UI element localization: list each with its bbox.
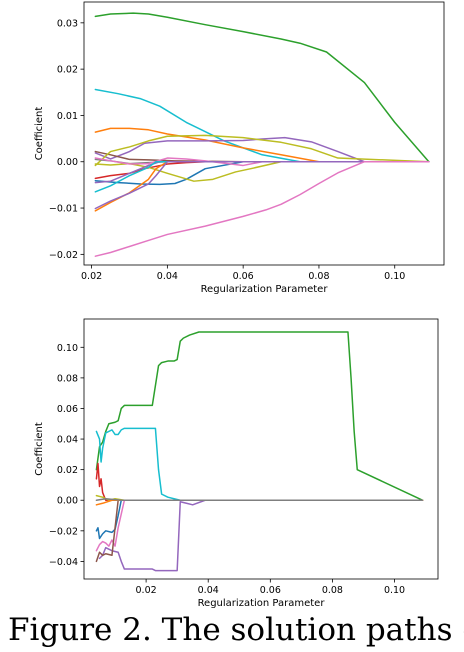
top-chart-plot-frame <box>83 1 445 266</box>
top-chart-series-line-1 <box>94 12 430 163</box>
top-chart-x-tick-label: 0.04 <box>157 271 178 282</box>
top-chart-x-axis-label: Regularization Parameter <box>201 284 329 295</box>
figure-caption-text: Figure 2. The solution paths of β <box>8 612 464 648</box>
top-chart-series-line-4 <box>94 136 430 163</box>
bottom-chart-series-line-4 <box>95 499 424 552</box>
top-chart-y-tick-label: −0.02 <box>49 250 78 261</box>
bottom-chart-y-tick-label: 0.00 <box>57 496 78 507</box>
bottom-chart-series-line-1 <box>95 331 424 501</box>
bottom-chart-y-tick-label: −0.02 <box>49 526 78 537</box>
bottom-chart-series-line-3 <box>98 499 424 572</box>
top-chart-series-line-11 <box>94 160 430 184</box>
top-chart-series-line-6 <box>94 134 430 167</box>
chart-bottom: 0.02 0.04 0.06 0.08 0.10 −0.04 −0.02 0.00 0.02 0.… <box>34 318 439 609</box>
bottom-chart-x-tick-label: 0.08 <box>322 585 343 596</box>
top-chart-x-tick-label: 0.02 <box>81 271 102 282</box>
bottom-chart-plot-frame <box>83 318 439 580</box>
bottom-chart-x-tick-label: 0.10 <box>384 585 405 596</box>
top-chart-y-tick-label: 0.00 <box>57 157 78 168</box>
top-chart-series-line-15 <box>94 160 430 210</box>
bottom-chart-y-tick-label: −0.04 <box>49 557 78 568</box>
bottom-chart-series-line-7 <box>95 462 424 501</box>
top-chart-series-line-12 <box>94 157 430 167</box>
top-chart-y-tick-label: 0.02 <box>57 65 78 76</box>
bottom-chart-y-tick-label: 0.02 <box>57 465 78 476</box>
chart-top: 0.02 0.04 0.06 0.08 0.10 −0.02 −0.01 0.00 0.01 0.… <box>34 1 445 295</box>
top-chart-x-tick-label: 0.06 <box>233 271 254 282</box>
bottom-chart-x-axis-label: Regularization Parameter <box>198 598 326 609</box>
bottom-chart-series-line-10 <box>95 497 424 501</box>
top-chart-y-tick-label: −0.01 <box>49 204 78 215</box>
top-chart-y-tick-label: 0.03 <box>57 18 78 29</box>
top-chart-y-tick-label: 0.01 <box>57 111 78 122</box>
bottom-chart-y-tick-label: 0.04 <box>57 435 78 446</box>
bottom-chart-x-tick-label: 0.06 <box>260 585 281 596</box>
top-chart-y-axis-label: Coefficient <box>34 107 45 161</box>
bottom-chart-x-tick-label: 0.02 <box>136 585 157 596</box>
top-chart-x-tick-label: 0.08 <box>308 271 329 282</box>
bottom-chart-y-tick-label: 0.10 <box>57 343 78 354</box>
top-chart-series-line-10 <box>94 160 430 182</box>
top-chart-series-line-16 <box>94 160 430 257</box>
figure-caption: Figure 2. The solution paths of β <box>0 612 464 652</box>
bottom-chart-series-line-2 <box>95 427 424 501</box>
bottom-chart-y-tick-label: 0.06 <box>57 404 78 415</box>
top-chart-x-tick-label: 0.10 <box>384 271 405 282</box>
top-chart-series-line-3 <box>94 127 430 163</box>
bottom-chart-y-axis-label: Coefficient <box>34 422 45 476</box>
bottom-chart-x-tick-label: 0.04 <box>198 585 219 596</box>
bottom-chart-series-line-5 <box>95 499 424 540</box>
bottom-chart-series-line-6 <box>95 499 424 563</box>
bottom-chart-y-tick-label: 0.08 <box>57 373 78 384</box>
